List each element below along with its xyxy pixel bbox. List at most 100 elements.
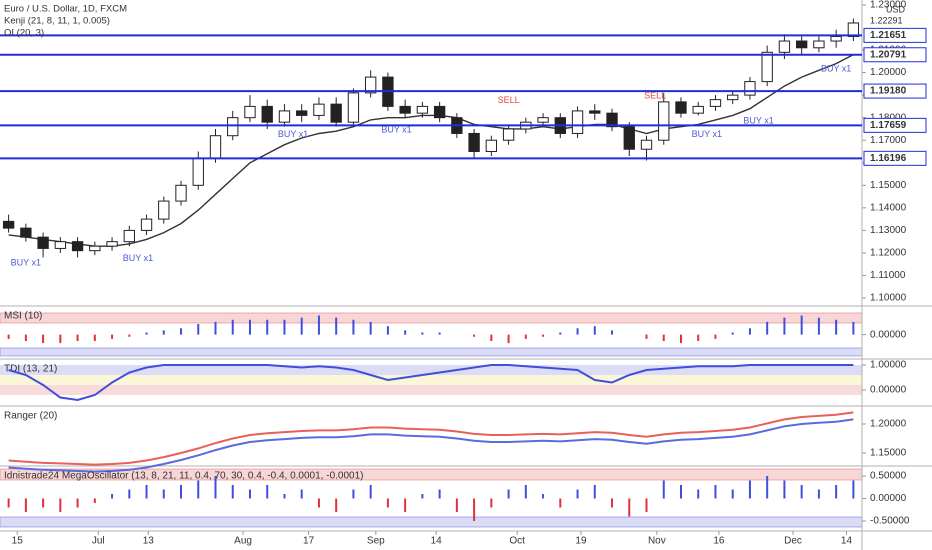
y-tick-label: 1.15000 [870,180,907,191]
panel-title: Idnistrade24 MegaOscillator (13, 8, 21, … [4,471,363,482]
y-tick-label: 0.00000 [870,493,907,504]
band [0,375,862,385]
candle-body [692,105,704,114]
bar [231,319,234,335]
bar [524,334,527,339]
y-tick-label: 1.20000 [870,419,907,430]
x-tick-label: 15 [12,536,24,547]
bar [248,319,251,335]
candle-body [675,101,687,114]
level-label: 1.17659 [870,120,907,131]
candle-body [2,220,15,229]
bar [852,480,855,499]
bar [111,334,114,339]
bar [438,489,441,499]
bar [352,489,355,499]
bar [507,489,510,499]
annotation: BUY x1 [821,64,851,74]
candle-body [364,76,377,94]
bar [800,485,803,499]
bar [593,326,596,335]
candle-body [399,105,411,114]
bar [835,485,838,499]
bar [7,498,10,508]
bar [180,328,183,335]
x-tick-label: Aug [234,536,252,547]
candle-body [244,105,256,119]
level-label-box [863,27,927,43]
bar [852,321,855,335]
level-label: 1.21651 [870,30,907,41]
candle-body [640,139,653,150]
level-label: 1.19180 [870,86,907,97]
candle-body [485,139,498,152]
bar [24,498,27,512]
bar [317,315,320,335]
candle-body [468,132,480,152]
bar [438,332,441,335]
bar [473,334,476,337]
bar [7,334,10,339]
candle-body [313,103,325,116]
annotation: BUY x1 [743,115,773,125]
band [0,516,863,528]
bar [59,498,62,512]
bar [145,485,148,499]
bar [421,494,424,499]
annotation: BUY x1 [381,124,411,134]
candle-body [71,241,84,252]
bar [697,334,700,341]
bar [317,498,320,508]
annotation: SELL [498,95,520,105]
band [0,312,863,324]
annotation: BUY x1 [11,257,41,267]
bar [300,489,303,499]
bar [455,498,458,512]
x-tick-label: 17 [303,536,315,547]
candle-body [502,128,515,141]
y-tick-label: 1.15000 [870,448,907,459]
bar [645,498,648,512]
bar [783,317,786,335]
level-label-box [863,83,927,99]
bar [231,485,234,499]
bar [93,498,96,503]
x-tick-label: 14 [431,536,443,547]
bar [283,494,286,499]
candle-body [20,227,32,238]
candle-body [416,105,429,114]
bar [748,480,751,499]
annotation: BUY x1 [692,129,722,139]
x-tick-label: 19 [575,536,587,547]
y-tick-label: -0.50000 [870,516,910,527]
bar [611,330,614,335]
candle-body [623,126,635,150]
x-tick-label: Jul [92,536,105,547]
panel-title: MSI (10) [4,311,42,322]
annotation: SELL [644,91,666,101]
level-label: 1.16196 [870,153,907,164]
bar [748,328,751,335]
bar [559,498,562,508]
bar [714,334,717,339]
candle-body [589,110,601,114]
line [8,53,854,247]
bar [180,485,183,499]
y-tick-label: 0.00000 [870,385,907,396]
bar [766,321,769,335]
panel-title: TDI (13, 21) [4,364,57,375]
bar [731,489,734,499]
band [0,385,862,395]
candle-body [37,236,49,249]
level-label-box [863,150,927,166]
candle-body [106,241,118,247]
last-price: 1.22291 [870,15,903,25]
candle-body [209,135,222,159]
x-tick-label: Nov [648,536,666,547]
bar [473,498,476,521]
candle-body [278,110,291,123]
bar [766,476,769,499]
candle-body [606,112,618,128]
bar [611,498,614,508]
y-tick-label: 1.13000 [870,225,907,236]
